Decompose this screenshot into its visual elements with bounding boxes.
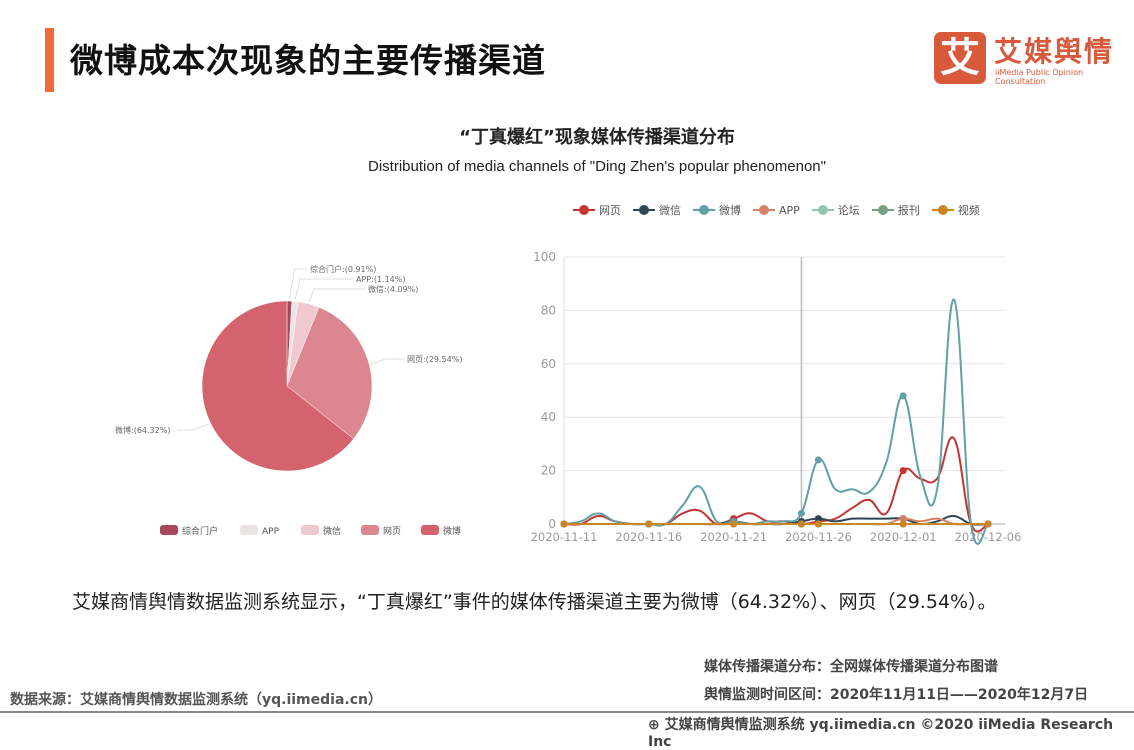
pie-leader-line-1 bbox=[294, 278, 353, 300]
series-point-6-0 bbox=[560, 520, 568, 528]
pie-legend-swatch-0 bbox=[160, 525, 178, 535]
legend-marker-icon bbox=[573, 205, 595, 215]
series-point-6-14 bbox=[797, 520, 805, 528]
legend-label: 微信 bbox=[659, 204, 681, 217]
legend-marker-icon bbox=[753, 205, 775, 215]
pie-leader-line-0 bbox=[288, 268, 307, 300]
pie-legend-swatch-2 bbox=[301, 525, 319, 535]
pie-legend-label-0: 综合门户 bbox=[182, 525, 218, 537]
pie-legend-swatch-3 bbox=[361, 525, 379, 535]
series-point-1-15 bbox=[814, 515, 822, 523]
logo-tagline: iiMedia Public Opinion Consultation bbox=[995, 68, 1084, 86]
footer-text: 艾媒商情舆情监测系统 yq.iimedia.cn ©2020 iiMedia R… bbox=[648, 717, 1114, 750]
x-tick-label-4: 2020-12-01 bbox=[870, 530, 937, 544]
series-point-6-15 bbox=[814, 520, 822, 528]
series-point-6-5 bbox=[645, 520, 653, 528]
legend-item-3[interactable]: APP bbox=[753, 202, 800, 218]
pie-label-2: 微信:(4.09%) bbox=[368, 284, 418, 294]
pie-chart: 综合门户:(0.91%)APP:(1.14%)微信:(4.09%) 网页:(29.… bbox=[115, 264, 462, 537]
series-point-2-20 bbox=[899, 392, 907, 400]
y-tick-label-0: 0 bbox=[548, 517, 556, 531]
pie-slice-3 bbox=[286, 306, 373, 440]
pie-legend-swatch-1 bbox=[240, 525, 258, 535]
x-tick-label-5: 2020-12-06 bbox=[955, 530, 1022, 544]
pie-leader-line-2 bbox=[308, 288, 365, 303]
x-tick-label-0: 2020-11-11 bbox=[531, 530, 598, 544]
globe-icon: ⊕ bbox=[648, 717, 660, 733]
legend-item-4[interactable]: 论坛 bbox=[811, 202, 860, 218]
y-tick-label-4: 80 bbox=[541, 303, 556, 317]
pie-label-0: 综合门户:(0.91%) bbox=[310, 264, 376, 274]
legend-label: APP bbox=[779, 203, 800, 217]
series-point-2-14 bbox=[797, 509, 805, 517]
legend-item-6[interactable]: 视频 bbox=[931, 202, 980, 218]
legend-label: 论坛 bbox=[837, 204, 860, 217]
footer-copyright: ⊕ 艾媒商情舆情监测系统 yq.iimedia.cn ©2020 iiMedia… bbox=[648, 714, 1134, 750]
data-source: 数据来源：艾媒商情舆情数据监测系统（yq.iimedia.cn） bbox=[10, 692, 382, 708]
legend-marker-icon bbox=[633, 205, 655, 215]
line-chart: 0 20 40 60 80 100 2020-11-11 2020-11-16 2020-11-… bbox=[531, 250, 1022, 545]
legend-item-0[interactable]: 网页 bbox=[573, 202, 621, 218]
series-line-2 bbox=[563, 298, 989, 545]
series-point-2-15 bbox=[814, 456, 822, 464]
y-tick-label-1: 20 bbox=[541, 464, 556, 478]
y-tick-label-3: 60 bbox=[541, 357, 556, 371]
legend-marker-icon bbox=[693, 205, 715, 215]
legend-label: 网页 bbox=[599, 204, 621, 217]
footer-divider bbox=[0, 711, 1134, 713]
pie-legend-label-3: 网页 bbox=[383, 526, 401, 537]
legend-marker-icon bbox=[871, 205, 894, 215]
pie-leader-line-4 bbox=[177, 423, 209, 431]
series-point-6-20 bbox=[899, 520, 907, 528]
page-title: 微博成本次现象的主要传播渠道 bbox=[70, 41, 546, 80]
pie-legend-label-4: 微博 bbox=[443, 525, 461, 537]
pie-legend-label-1: APP bbox=[262, 527, 280, 537]
legend-label: 微博 bbox=[719, 204, 741, 217]
legend-marker-icon bbox=[811, 205, 834, 215]
legend-label: 报刊 bbox=[897, 204, 920, 217]
legend-item-2[interactable]: 微博 bbox=[693, 202, 741, 218]
y-tick-label-2: 40 bbox=[541, 410, 556, 424]
x-tick-label-3: 2020-11-26 bbox=[785, 530, 852, 544]
series-point-6-10 bbox=[730, 520, 738, 528]
series-line-0 bbox=[563, 436, 989, 533]
summary-text: 艾媒商情舆情数据监测系统显示，“丁真爆红”事件的媒体传播渠道主要为微博（64.3… bbox=[72, 591, 997, 613]
legend-item-5[interactable]: 报刊 bbox=[871, 202, 920, 218]
legend-marker-icon bbox=[931, 205, 954, 215]
series-point-0-20 bbox=[899, 467, 907, 475]
pie-label-4: 微博:(64.32%) bbox=[115, 425, 170, 435]
pie-slice-4 bbox=[201, 300, 354, 472]
pie-leader-line-3 bbox=[370, 358, 404, 365]
pie-label-1: APP:(1.14%) bbox=[356, 275, 405, 284]
pie-legend-swatch-4 bbox=[421, 525, 439, 535]
series-point-6-25 bbox=[984, 520, 992, 528]
chart-subtitle: Distribution of media channels of "Ding … bbox=[368, 158, 826, 175]
monitoring-period: 舆情监测时间区间：2020年11月11日——2020年12月7日 bbox=[704, 687, 1089, 703]
distribution-note: 媒体传播渠道分布：全网媒体传播渠道分布图谱 bbox=[704, 659, 998, 675]
pie-legend-label-2: 微信 bbox=[323, 525, 341, 537]
legend-label: 视频 bbox=[957, 204, 980, 217]
pie-label-3: 网页:(29.54%) bbox=[407, 355, 462, 364]
series-point-3-20 bbox=[899, 515, 907, 523]
title-accent-bar bbox=[45, 28, 54, 92]
x-tick-label-2: 2020-11-21 bbox=[700, 530, 767, 544]
logo-mark: 艾 bbox=[934, 32, 986, 84]
x-tick-label-1: 2020-11-16 bbox=[615, 530, 682, 544]
chart-title: “丁真爆红”现象媒体传播渠道分布 bbox=[459, 127, 735, 148]
y-tick-label-5: 100 bbox=[533, 250, 556, 264]
legend-item-1[interactable]: 微信 bbox=[633, 202, 681, 218]
logo-text: 艾媒舆情 bbox=[994, 35, 1115, 68]
line-legend: 网页 微信 微博 APP 论坛 报刊 视频 bbox=[573, 202, 980, 218]
